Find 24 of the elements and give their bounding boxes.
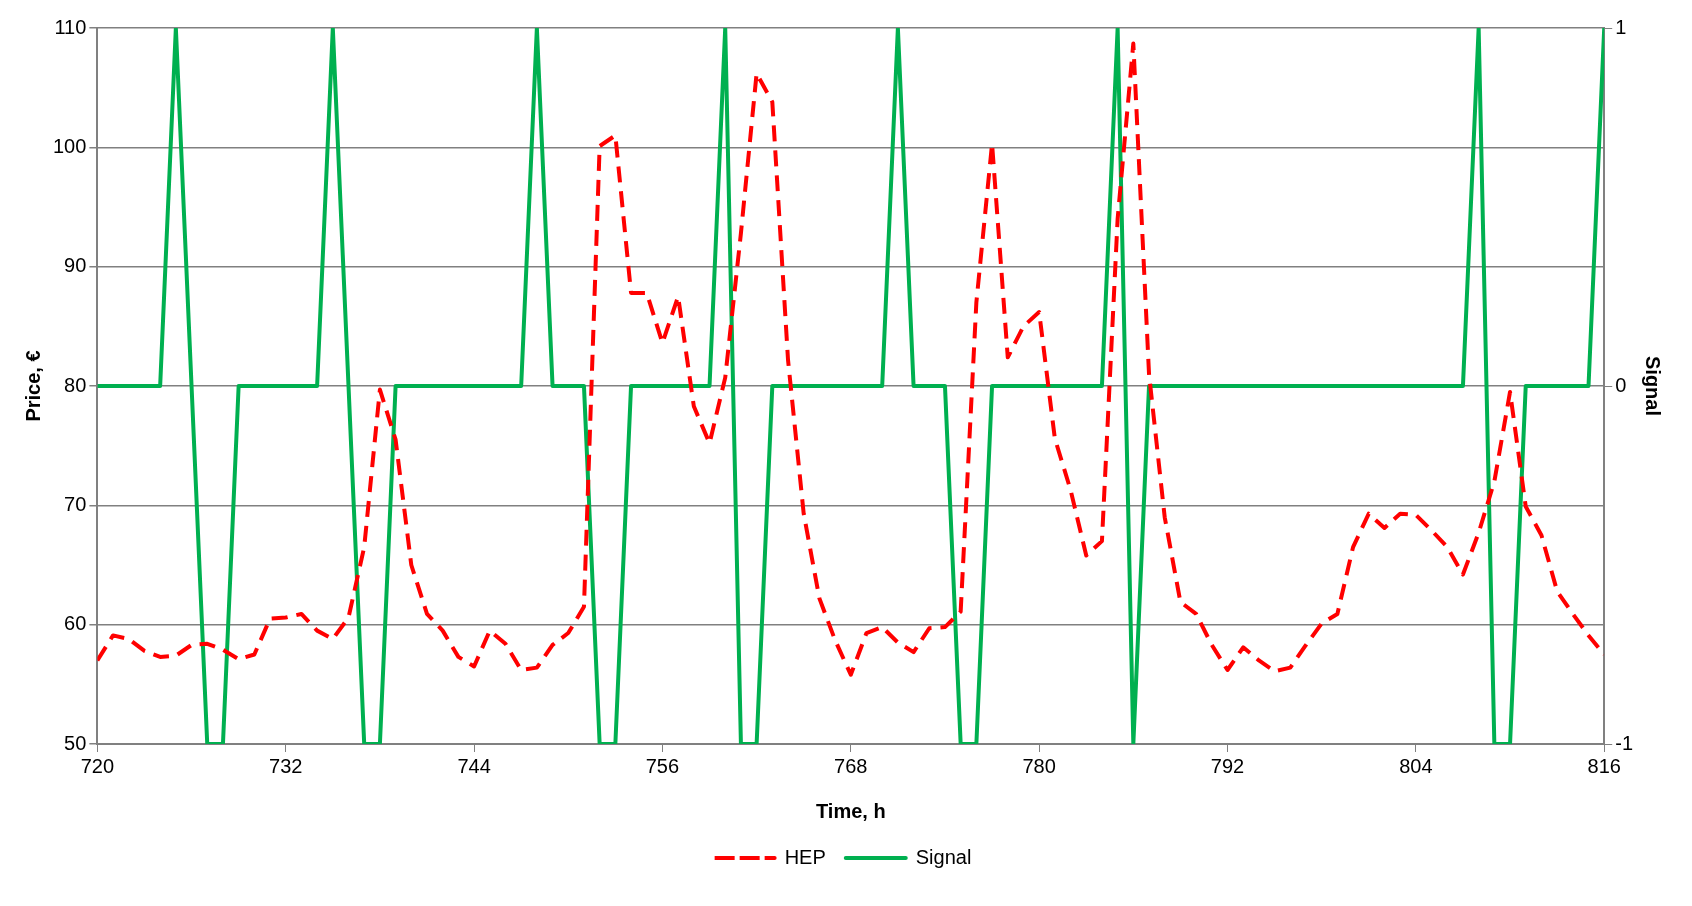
x-tick-label: 768 (834, 754, 868, 777)
legend-label: HEP (784, 845, 826, 868)
x-tick-label: 744 (457, 754, 491, 777)
x-tick-label: 720 (80, 754, 115, 777)
x-axis-title: Time, h (815, 799, 886, 822)
legend-label: Signal (915, 845, 972, 868)
y-tick-label: 60 (64, 612, 87, 635)
y-tick-label: 90 (64, 254, 87, 277)
x-tick-label: 756 (645, 754, 680, 777)
x-tick-label: 804 (1399, 754, 1433, 777)
y-tick-label: 50 (64, 731, 87, 754)
x-tick-label: 732 (269, 754, 303, 777)
y2-tick-label: 0 (1615, 373, 1627, 396)
y-tick-label: 80 (64, 373, 87, 396)
y2-tick-label: -1 (1615, 731, 1634, 754)
y2-tick-label: 1 (1615, 15, 1627, 38)
x-tick-label: 816 (1587, 754, 1621, 777)
x-tick-label: 792 (1210, 754, 1245, 777)
y2-axis-title: Signal (1642, 355, 1665, 417)
y-axis-title: Price, € (21, 350, 44, 422)
y-tick-label: 70 (64, 492, 87, 515)
x-tick-label: 780 (1022, 754, 1056, 777)
y-tick-label: 100 (52, 134, 87, 157)
y-tick-label: 110 (54, 15, 87, 38)
